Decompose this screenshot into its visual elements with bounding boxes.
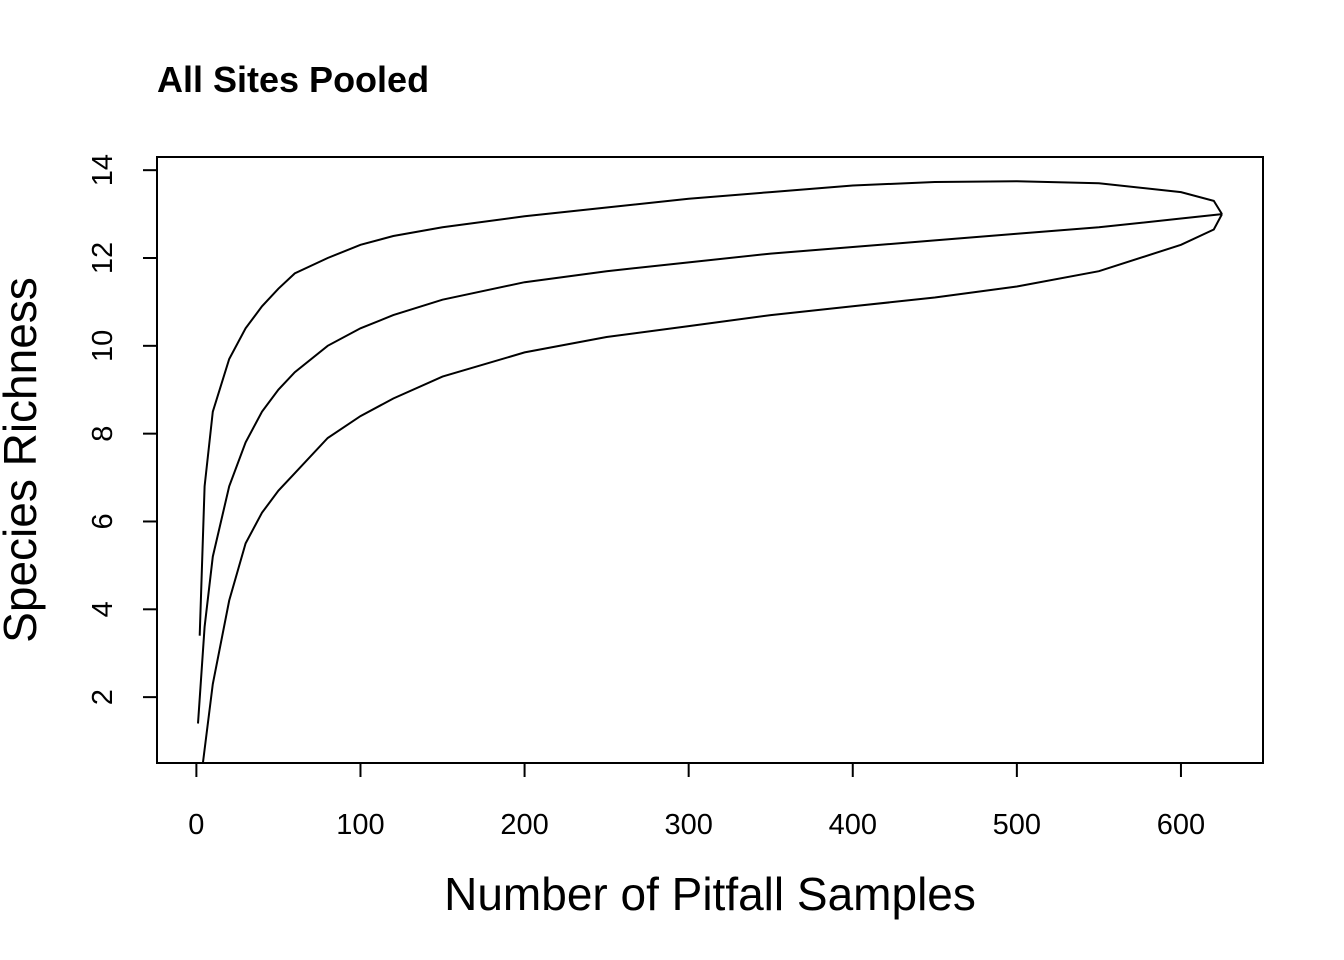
y-tick-label: 4: [87, 601, 119, 617]
y-axis-label: Species Richness: [0, 277, 46, 643]
x-axis-ticks: 0 100 200 300 400 500 600: [188, 763, 1205, 841]
series-line-mean: [197, 213, 1223, 724]
y-tick-label: 12: [87, 242, 119, 274]
y-tick-label: 6: [87, 513, 119, 529]
x-tick-label: 0: [188, 809, 204, 841]
series-line-upper: [198, 180, 1223, 636]
x-tick-label: 600: [1157, 809, 1205, 841]
x-tick-label: 200: [500, 809, 548, 841]
x-tick-label: 400: [829, 809, 877, 841]
y-tick-label: 8: [87, 426, 119, 442]
x-axis-label: Number of Pitfall Samples: [444, 868, 976, 920]
y-tick-label: 14: [87, 154, 119, 186]
x-tick-label: 100: [336, 809, 384, 841]
y-axis-ticks: 2 4 6 8 10 12 14: [87, 154, 157, 705]
chart-title: All Sites Pooled: [157, 59, 429, 100]
series-line-lower: [201, 213, 1223, 764]
y-tick-label: 10: [87, 330, 119, 362]
series-group: [197, 180, 1223, 764]
plot-frame: [156, 156, 1264, 764]
y-tick-label: 2: [87, 689, 119, 705]
x-tick-label: 500: [993, 809, 1041, 841]
x-tick-label: 300: [664, 809, 712, 841]
